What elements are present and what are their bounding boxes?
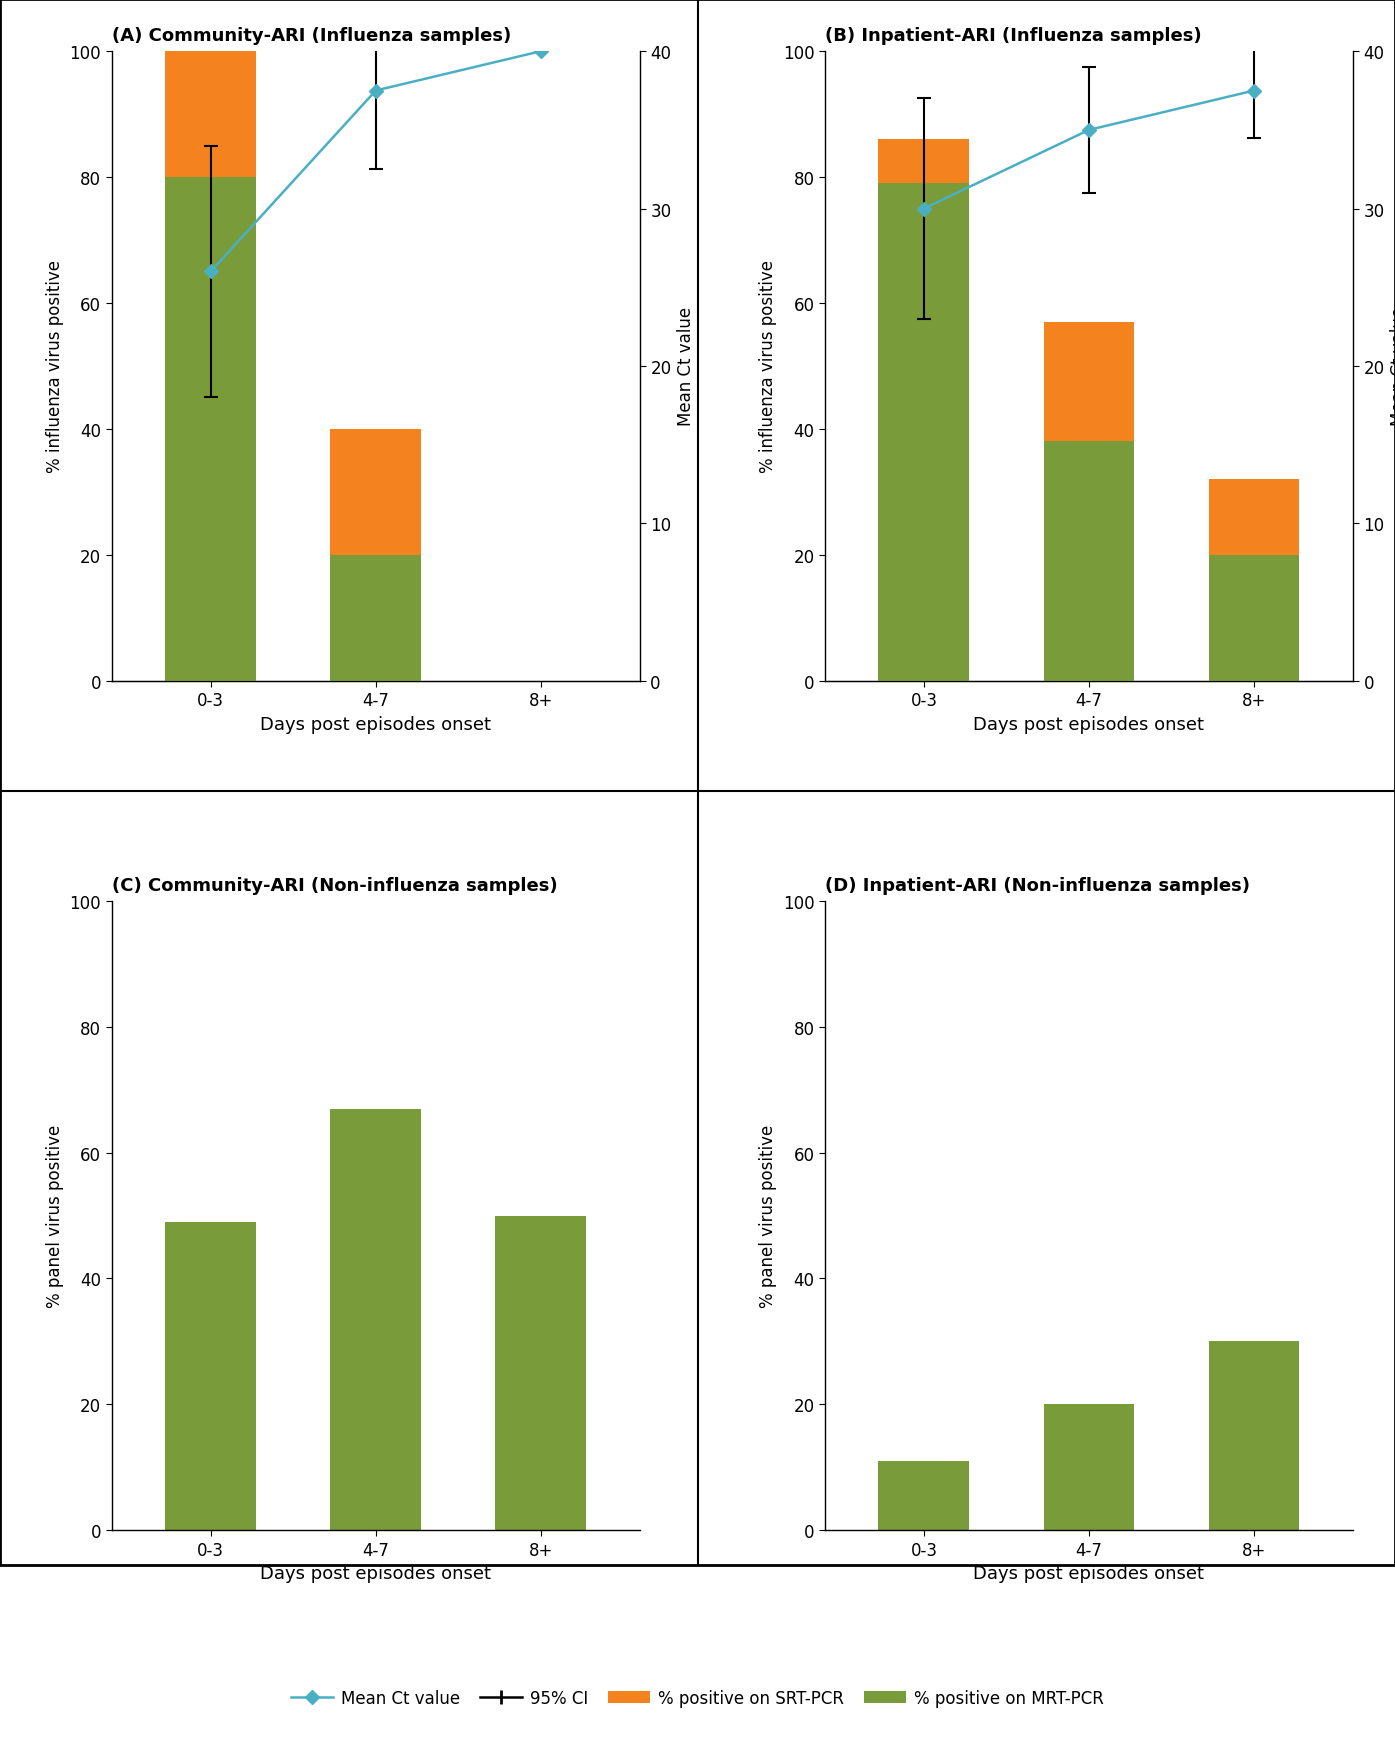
Bar — [165, 177, 257, 682]
Bar — [331, 430, 421, 682]
X-axis label: Days post episodes onset: Days post episodes onset — [974, 715, 1204, 734]
Y-axis label: Mean Ct value: Mean Ct value — [677, 308, 695, 426]
X-axis label: Days post episodes onset: Days post episodes onset — [261, 715, 491, 734]
Bar — [1043, 323, 1134, 682]
Legend: Mean Ct value, 95% CI, % positive on SRT-PCR, % positive on MRT-PCR: Mean Ct value, 95% CI, % positive on SRT… — [285, 1682, 1110, 1713]
Text: (C) Community-ARI (Non-influenza samples): (C) Community-ARI (Non-influenza samples… — [112, 876, 557, 894]
Bar — [879, 1461, 970, 1530]
Bar — [331, 1109, 421, 1530]
X-axis label: Days post episodes onset: Days post episodes onset — [261, 1565, 491, 1582]
Bar — [879, 141, 970, 682]
Y-axis label: % influenza virus positive: % influenza virus positive — [759, 261, 777, 473]
Text: (B) Inpatient-ARI (Influenza samples): (B) Inpatient-ARI (Influenza samples) — [824, 28, 1201, 45]
Bar — [1043, 442, 1134, 682]
Y-axis label: % panel virus positive: % panel virus positive — [759, 1123, 777, 1308]
Bar — [879, 184, 970, 682]
Bar — [331, 555, 421, 682]
Bar — [1043, 1405, 1134, 1530]
X-axis label: Days post episodes onset: Days post episodes onset — [974, 1565, 1204, 1582]
Y-axis label: % influenza virus positive: % influenza virus positive — [46, 261, 64, 473]
Bar — [165, 1223, 257, 1530]
Bar — [1208, 555, 1300, 682]
Bar — [495, 1216, 586, 1530]
Text: (A) Community-ARI (Influenza samples): (A) Community-ARI (Influenza samples) — [112, 28, 511, 45]
Y-axis label: Mean Ct value: Mean Ct value — [1391, 308, 1395, 426]
Bar — [1208, 1341, 1300, 1530]
Bar — [165, 52, 257, 682]
Text: (D) Inpatient-ARI (Non-influenza samples): (D) Inpatient-ARI (Non-influenza samples… — [824, 876, 1250, 894]
Bar — [1208, 480, 1300, 682]
Y-axis label: % panel virus positive: % panel virus positive — [46, 1123, 64, 1308]
